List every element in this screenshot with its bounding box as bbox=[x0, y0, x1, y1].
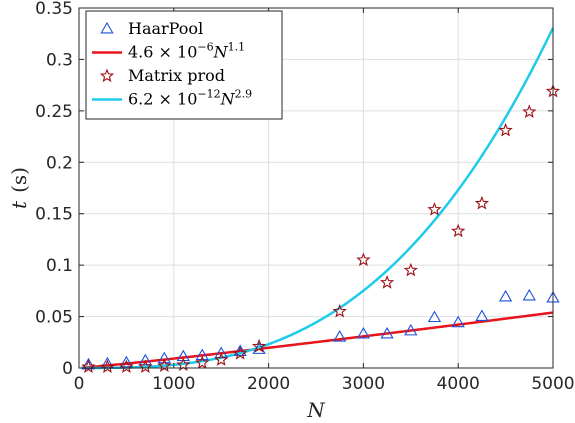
y-tick-label: 0.3 bbox=[46, 50, 73, 70]
legend-star-swatch bbox=[99, 68, 115, 83]
y-tick-label: 0 bbox=[62, 359, 73, 379]
matrix-prod-point bbox=[233, 346, 248, 360]
matrix-prod-point bbox=[427, 202, 442, 216]
legend-label-power: 1.1 bbox=[228, 41, 246, 54]
legend-label: 4.6 × 10−6N1.1 bbox=[128, 41, 245, 62]
legend-box bbox=[85, 10, 283, 120]
x-tick-label: 1000 bbox=[152, 374, 195, 394]
y-axis-label: t (s) bbox=[7, 167, 31, 209]
x-tick-label: 4000 bbox=[437, 374, 480, 394]
haarpool-point bbox=[157, 351, 171, 364]
matrix-prod-point bbox=[214, 352, 229, 366]
matrix-prod-point bbox=[157, 358, 172, 373]
plot-frame bbox=[78, 7, 554, 369]
legend-label-coef: 6.2 × 10 bbox=[128, 90, 197, 109]
matrix-prod-point bbox=[251, 338, 267, 353]
haarpool-point bbox=[427, 310, 442, 323]
ticks: 0 1000 2000 3000 4000 5000 0 0.05 0.1 0.15 0.2 0.25… bbox=[35, 0, 574, 394]
legend-label-power: 2.9 bbox=[235, 88, 253, 101]
haarpool-point bbox=[138, 353, 153, 366]
haarpool-point bbox=[522, 288, 536, 301]
haarpool-point bbox=[356, 326, 371, 339]
haarpool-point bbox=[475, 309, 489, 322]
x-tick-label: 0 bbox=[74, 374, 85, 394]
legend-label-var: N bbox=[213, 43, 229, 62]
y-tick-label: 0.15 bbox=[35, 205, 73, 225]
haarpool-point bbox=[195, 348, 209, 361]
y-axis-label-var: t bbox=[7, 200, 31, 209]
matrix-prod-point bbox=[81, 359, 96, 374]
y-axis-label-unit: (s) bbox=[7, 167, 31, 193]
fit-line bbox=[81, 27, 555, 370]
haarpool-point bbox=[176, 349, 190, 362]
matrix-prod-point bbox=[356, 252, 371, 267]
legend-label-var: N bbox=[220, 90, 236, 109]
x-tick-label: 5000 bbox=[531, 374, 574, 394]
haarpool-point bbox=[380, 326, 394, 339]
legend-label-coef: 4.6 × 10 bbox=[128, 43, 197, 62]
haarpool-point bbox=[451, 315, 465, 328]
haarpool-point bbox=[404, 323, 418, 336]
haarpool-point bbox=[233, 344, 247, 356]
legend-label: HaarPool bbox=[128, 19, 203, 38]
y-tick-label: 0.35 bbox=[35, 0, 73, 19]
matrix-prod-point bbox=[451, 223, 466, 238]
series-markers bbox=[81, 83, 561, 374]
x-tick-label: 2000 bbox=[247, 374, 290, 394]
x-tick-label: 3000 bbox=[342, 374, 385, 394]
haarpool-point bbox=[214, 346, 228, 359]
y-tick-label: 0.2 bbox=[46, 153, 73, 173]
matrix-prod-point bbox=[100, 359, 115, 374]
legend-triangle-swatch bbox=[100, 21, 114, 34]
legend-label-exponent: −12 bbox=[197, 88, 220, 101]
haarpool-point bbox=[81, 357, 96, 370]
y-axis-label-text: t (s) bbox=[7, 167, 31, 209]
haarpool-point bbox=[498, 289, 513, 302]
matrix-prod-point bbox=[379, 275, 395, 289]
haarpool-point bbox=[333, 330, 347, 342]
y-tick-label: 0.1 bbox=[46, 256, 73, 276]
matrix-prod-point bbox=[474, 195, 490, 210]
haarpool-point bbox=[119, 355, 134, 368]
matrix-prod-point bbox=[119, 359, 134, 374]
y-tick-label: 0.05 bbox=[35, 308, 73, 328]
legend-label-exponent: −6 bbox=[197, 41, 213, 54]
matrix-prod-point bbox=[332, 303, 347, 318]
y-tick-label: 0.25 bbox=[35, 102, 73, 122]
matrix-prod-point bbox=[522, 104, 537, 118]
legend-label: 6.2 × 10−12N2.9 bbox=[128, 88, 252, 109]
x-axis-label: N bbox=[306, 398, 326, 422]
matrix-prod-point bbox=[403, 262, 418, 277]
matrix-prod-point bbox=[195, 355, 210, 369]
legend-label: Matrix prod bbox=[128, 66, 225, 85]
matrix-prod-point bbox=[138, 359, 153, 374]
matrix-prod-point bbox=[498, 122, 513, 137]
x-axis-label-text: N bbox=[306, 398, 326, 422]
